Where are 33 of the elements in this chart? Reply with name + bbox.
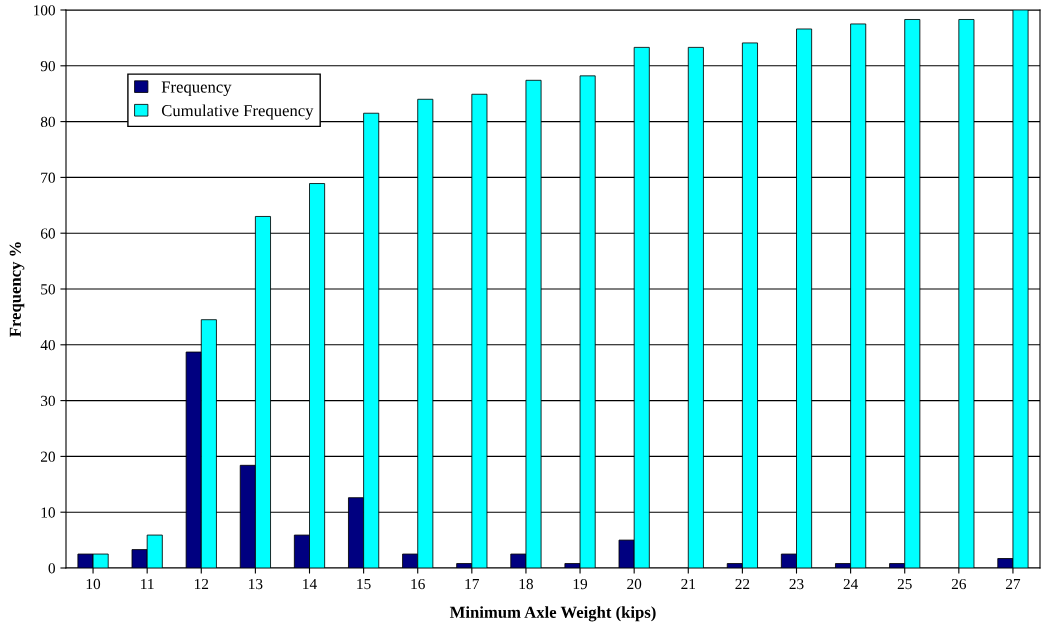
x-tick-label: 23 [789,578,804,590]
y-tick-label: 100 [34,5,55,16]
legend-label: Frequency [161,81,232,97]
x-tick-label: 21 [681,578,695,590]
legend-label: Cumulative Frequency [161,104,314,120]
y-tick-label: 60 [40,228,55,239]
y-tick-label: 50 [41,284,55,295]
y-tick-label: 70 [41,172,55,183]
x-axis-title: Minimum Axle Weight (kips) [449,606,656,622]
x-tick-label: 11 [141,578,154,590]
x-tick-label: 10 [86,578,101,590]
x-tick-label: 14 [303,578,317,590]
x-tick-label: 17 [465,578,480,590]
x-tick-label: 12 [194,578,209,590]
y-tick-label: 90 [40,60,55,72]
x-tick-label: 27 [1005,578,1021,590]
x-tick-label: 16 [411,578,425,590]
x-tick-label: 25 [897,578,912,590]
x-tick-label: 19 [573,578,588,590]
y-tick-label: 0 [48,563,55,574]
x-tick-label: 13 [249,578,263,590]
y-tick-label: 30 [41,395,55,407]
x-tick-label: 26 [951,578,967,590]
y-tick-label: 10 [41,507,55,518]
x-tick-label: 24 [843,578,859,590]
y-axis-title: Frequency % [9,242,25,337]
x-tick-label: 20 [627,578,642,590]
y-tick-label: 20 [40,451,55,462]
x-tick-label: 18 [519,578,533,590]
y-tick-label: 80 [40,116,55,128]
x-tick-label: 15 [357,578,371,590]
x-tick-label: 22 [735,578,750,590]
y-tick-label: 40 [40,339,55,351]
